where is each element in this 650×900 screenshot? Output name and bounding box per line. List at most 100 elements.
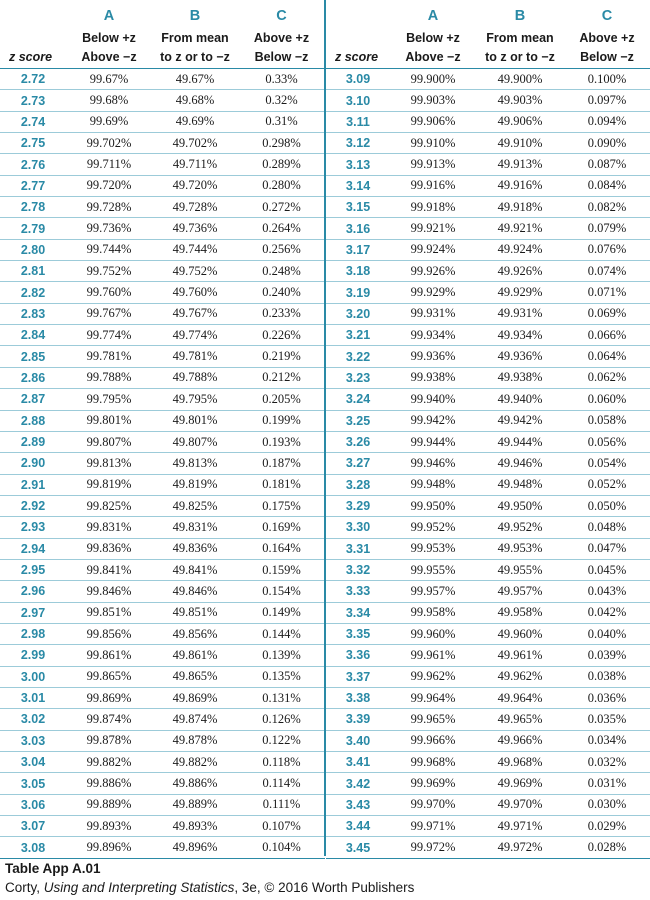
col-a-cell: 99.971% (410, 818, 456, 833)
col-b-cell: 49.856% (172, 626, 218, 641)
col-a-cell: 99.736% (86, 221, 132, 236)
col-b-cell: 49.972% (497, 840, 543, 855)
col-a-cell: 99.831% (86, 519, 132, 534)
z-score-cell: 3.39 (345, 712, 371, 727)
z-score-cell: 3.08 (20, 840, 46, 855)
col-c-cell: 0.064% (587, 349, 627, 364)
col-b-cell: 49.813% (172, 455, 218, 470)
col-a-cell: 99.948% (410, 477, 456, 492)
table-row: 2.78 99.728% 49.728% 0.272% (0, 197, 325, 218)
col-b-cell: 49.788% (172, 370, 218, 385)
z-score-cell: 3.31 (345, 541, 371, 556)
col-c-cell: 0.175% (262, 498, 301, 513)
col-a-cell: 99.841% (86, 562, 132, 577)
col-c-cell: 0.052% (587, 477, 627, 492)
col-b-cell: 49.931% (497, 306, 543, 321)
col-c-cell: 0.126% (262, 711, 301, 726)
col-b-cell: 49.807% (172, 434, 218, 449)
col-a-cell: 99.950% (410, 498, 456, 513)
z-score-cell: 2.97 (20, 605, 46, 620)
col-c-cell: 0.040% (587, 626, 627, 641)
z-score-cell: 3.44 (345, 819, 371, 834)
col-c-cell: 0.193% (262, 434, 301, 449)
col-c-cell: 0.131% (262, 690, 301, 705)
col-c-cell: 0.045% (587, 562, 627, 577)
table-row: 2.98 99.856% 49.856% 0.144% (0, 623, 325, 645)
col-b-cell: 49.720% (172, 178, 218, 193)
z-score-cell: 3.41 (345, 755, 371, 770)
col-a-cell: 99.955% (410, 562, 456, 577)
col-c-cell: 0.047% (587, 541, 627, 556)
col-a-line1: Below +z (82, 31, 136, 45)
col-a-cell: 99.958% (410, 605, 456, 620)
col-b-line2: to z or to −z (160, 49, 230, 64)
table-row: 2.95 99.841% 49.841% 0.159% (0, 559, 325, 581)
col-b-cell: 49.938% (497, 370, 543, 385)
col-a-cell: 99.924% (410, 242, 456, 257)
table-row: 3.01 99.869% 49.869% 0.131% (0, 687, 325, 709)
z-score-cell: 2.80 (20, 242, 46, 257)
col-b-cell: 49.948% (497, 477, 543, 492)
col-a-cell: 99.903% (410, 93, 456, 108)
col-c-cell: 0.074% (587, 263, 627, 278)
col-b-cell: 49.916% (497, 178, 543, 193)
col-c-cell: 0.100% (587, 71, 627, 86)
z-score-cell: 3.35 (345, 627, 371, 642)
col-c-cell: 0.181% (262, 477, 301, 492)
col-b-cell: 49.795% (172, 391, 218, 406)
col-b-cell: 49.955% (497, 562, 543, 577)
z-score-cell: 3.36 (345, 648, 371, 663)
z-score-cell: 3.28 (345, 477, 371, 492)
col-b-cell: 49.819% (172, 477, 218, 492)
table-row: 2.90 99.813% 49.813% 0.187% (0, 453, 325, 475)
z-score-cell: 3.42 (345, 776, 371, 791)
z-score-cell: 3.29 (345, 499, 371, 514)
col-b-cell: 49.965% (497, 711, 543, 726)
col-c-cell: 0.272% (262, 199, 301, 214)
table-row: 2.86 99.788% 49.788% 0.212% (0, 367, 325, 389)
col-b-cell: 49.752% (172, 263, 218, 278)
col-a-cell: 99.861% (86, 647, 132, 662)
col-a-cell: 99.702% (86, 135, 132, 150)
z-score-cell: 2.93 (20, 520, 46, 535)
z-score-cell: 2.90 (20, 456, 46, 471)
col-b-cell: 49.971% (497, 818, 543, 833)
table-row: 3.19 99.929% 49.929% 0.071% (326, 282, 650, 304)
col-a-letter: A (103, 8, 115, 24)
col-a-cell: 99.869% (86, 690, 132, 705)
col-b-cell: 49.913% (497, 157, 543, 172)
col-a-line2: Above −z (405, 49, 461, 64)
z-score-cell: 2.99 (20, 648, 46, 663)
z-score-cell: 3.10 (345, 93, 371, 108)
col-c-cell: 0.097% (587, 93, 627, 108)
col-b-cell: 49.953% (497, 541, 543, 556)
col-b-cell: 49.926% (497, 263, 543, 278)
col-b-cell: 49.68% (175, 93, 215, 108)
col-b-cell: 49.736% (172, 221, 218, 236)
z-score-cell: 3.23 (345, 370, 371, 385)
col-c-cell: 0.199% (262, 413, 301, 428)
col-c-cell: 0.111% (262, 797, 301, 812)
z-score-cell: 2.82 (20, 285, 46, 300)
col-a-cell: 99.774% (86, 327, 132, 342)
table-row: 2.99 99.861% 49.861% 0.139% (0, 645, 325, 667)
z-score-cell: 3.38 (345, 691, 371, 706)
table-row: 2.88 99.801% 49.801% 0.199% (0, 410, 325, 432)
col-c-cell: 0.036% (587, 690, 627, 705)
col-c-cell: 0.056% (587, 434, 627, 449)
table-row: 3.21 99.934% 49.934% 0.066% (326, 325, 650, 346)
col-a-cell: 99.865% (86, 669, 132, 684)
col-c-cell: 0.066% (587, 327, 627, 342)
z-score-cell: 2.75 (20, 136, 46, 151)
table-row: 3.00 99.865% 49.865% 0.135% (0, 666, 325, 688)
z-score-cell: 3.43 (345, 797, 371, 812)
col-a-cell: 99.961% (410, 647, 456, 662)
col-a-cell: 99.972% (410, 840, 456, 855)
col-a-cell: 99.929% (410, 285, 456, 300)
table-row: 3.09 99.900% 49.900% 0.100% (326, 69, 650, 90)
table-row: 2.74 99.69% 49.69% 0.31% (0, 111, 325, 133)
col-c-cell: 0.256% (262, 242, 301, 257)
col-a-cell: 99.940% (410, 391, 456, 406)
table-row: 3.33 99.957% 49.957% 0.043% (326, 581, 650, 603)
table-row: 3.28 99.948% 49.948% 0.052% (326, 474, 650, 496)
